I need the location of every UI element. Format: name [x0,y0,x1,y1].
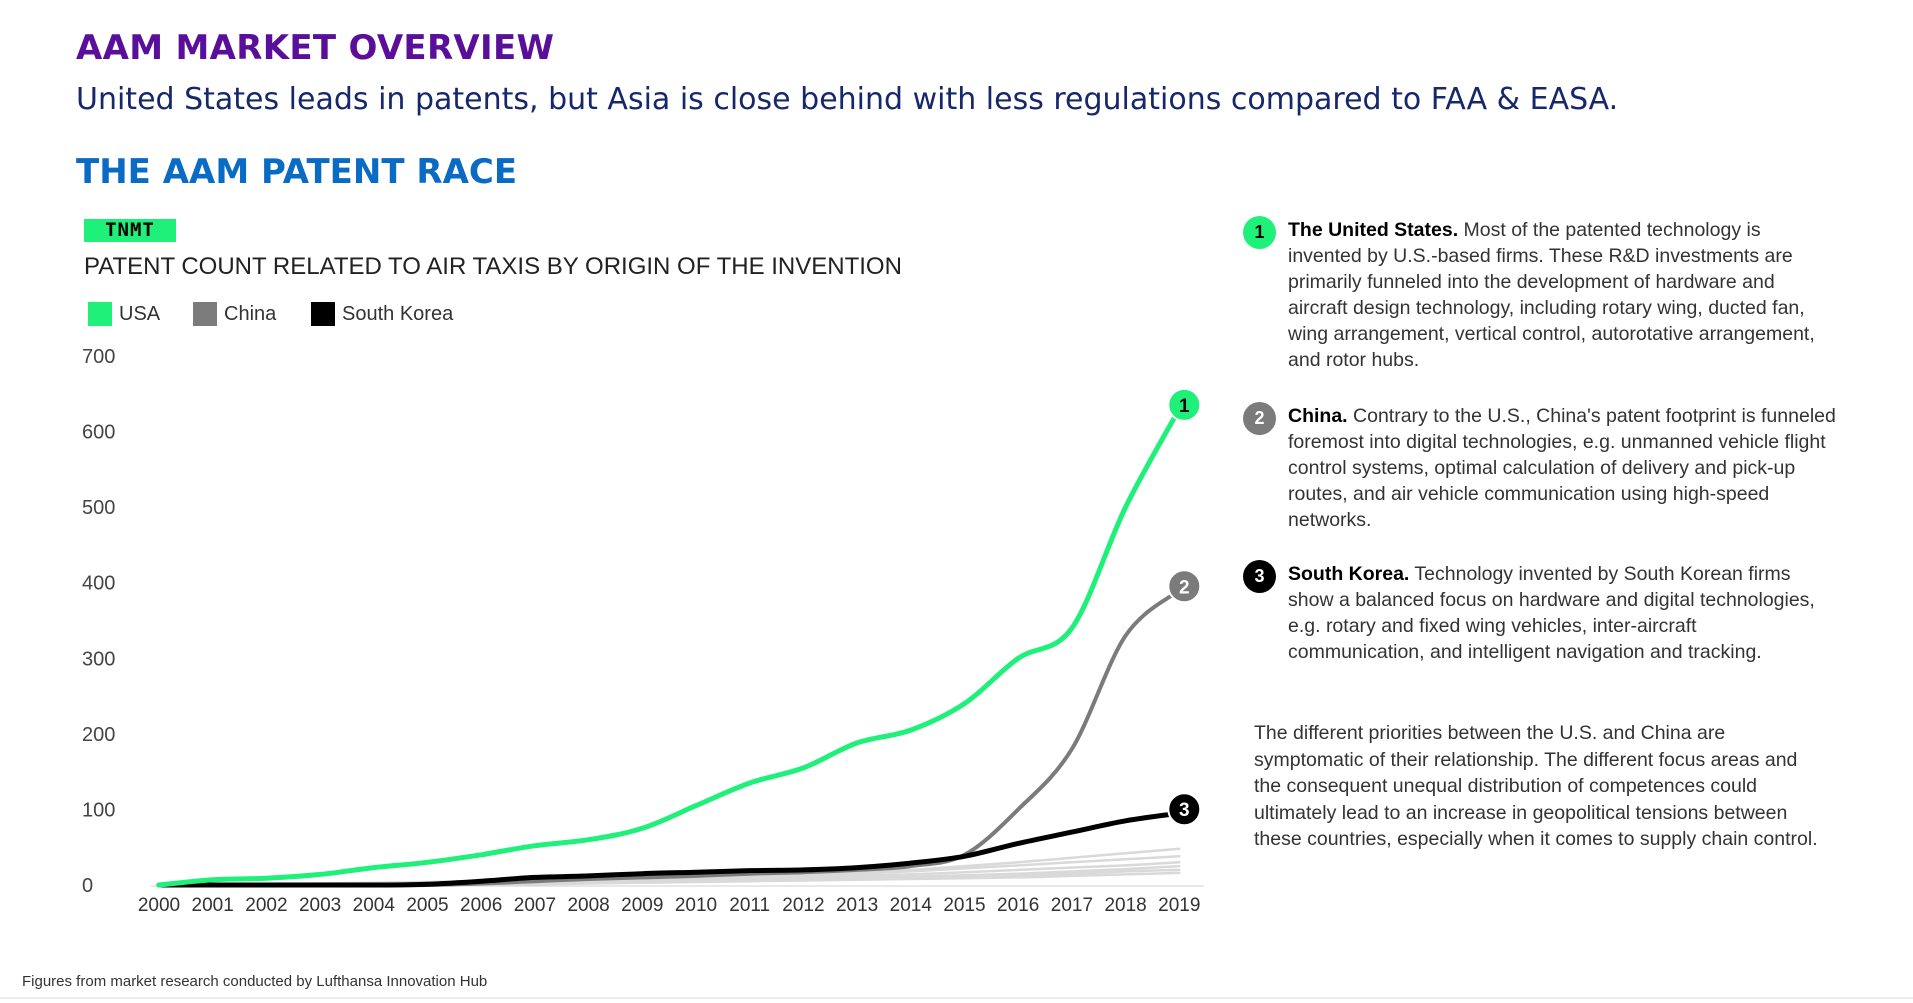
x-tick-label: 2017 [1051,895,1093,916]
legend-item-usa: USA [88,300,160,328]
end-marker-label-china: 2 [1179,577,1190,598]
end-marker-label-south-korea: 3 [1179,800,1190,821]
x-tick-label: 2007 [514,895,556,916]
x-tick-label: 2003 [299,895,341,916]
y-tick-label: 600 [82,422,115,444]
x-tick-label: 2016 [997,895,1039,916]
note-marker-2: 2 [1243,402,1276,435]
section-title: THE AAM PATENT RACE [76,152,518,192]
x-tick-label: 2018 [1104,895,1146,916]
x-tick-label: 2019 [1158,895,1200,916]
note-body-china: Contrary to the U.S., China's patent foo… [1288,405,1836,531]
note-heading-usa: The United States. [1288,219,1459,241]
y-tick-label: 200 [82,724,115,746]
x-tick-label: 2006 [460,895,502,916]
y-tick-label: 0 [82,875,93,897]
note-heading-china: China. [1288,405,1348,427]
legend-swatch-south-korea [311,302,335,326]
chart-title: PATENT COUNT RELATED TO AIR TAXIS BY ORI… [84,253,902,280]
legend-swatch-china [193,302,217,326]
y-tick-label: 100 [82,799,115,821]
legend-label-usa: USA [119,302,161,325]
legend-swatch-usa [88,302,112,326]
note-heading-south-korea: South Korea. [1288,563,1410,585]
series-line-usa [156,406,1182,888]
source-footnote: Figures from market research conducted b… [22,973,488,990]
bottom-divider [0,997,1913,999]
x-tick-label: 2001 [192,895,234,916]
note-marker-3: 3 [1243,560,1276,593]
x-tick-label: 2000 [138,895,180,916]
y-tick-label: 300 [82,648,115,670]
end-marker-china [1167,569,1202,604]
note-china: 2 China. Contrary to the U.S., China's p… [1243,402,1838,533]
x-tick-label: 2015 [943,895,985,916]
x-tick-label: 2008 [567,895,609,916]
closing-paragraph: The different priorities between the U.S… [1254,722,1818,850]
series-line-south-korea [156,810,1182,888]
patent-line-chart: 0 100 200 300 400 500 600 700 2000 2001 2002 2003 20… [82,346,1205,916]
end-marker-usa [1167,387,1202,422]
x-tick-label: 2012 [782,895,824,916]
page-subtitle: United States leads in patents, but Asia… [76,82,1619,117]
x-tick-label: 2009 [621,895,663,916]
y-tick-label: 400 [82,573,115,595]
legend-label-china: China [224,302,277,325]
source-logo: TNMT [84,219,176,242]
y-tick-label: 700 [82,346,115,368]
legend-item-south-korea: South Korea [311,300,453,328]
legend-item-china: China [193,300,276,328]
end-marker-south-korea [1167,792,1202,827]
x-tick-label: 2011 [729,895,770,916]
note-usa: 1 The United States. Most of the patente… [1243,216,1838,373]
note-body-usa: Most of the patented technology is inven… [1288,219,1815,371]
x-tick-label: 2014 [890,895,933,916]
y-tick-label: 500 [82,497,115,519]
x-tick-label: 2010 [675,895,717,916]
x-tick-label: 2005 [406,895,448,916]
page-title: AAM MARKET OVERVIEW [76,28,555,68]
note-marker-1: 1 [1243,216,1276,249]
end-marker-label-usa: 1 [1179,396,1190,417]
x-tick-label: 2004 [353,895,396,916]
legend-label-south-korea: South Korea [342,302,454,325]
note-south-korea: 3 South Korea. Technology invented by So… [1243,560,1838,665]
x-tick-label: 2002 [245,895,287,916]
x-tick-label: 2013 [836,895,878,916]
note-body-south-korea: Technology invented by South Korean firm… [1288,563,1815,663]
